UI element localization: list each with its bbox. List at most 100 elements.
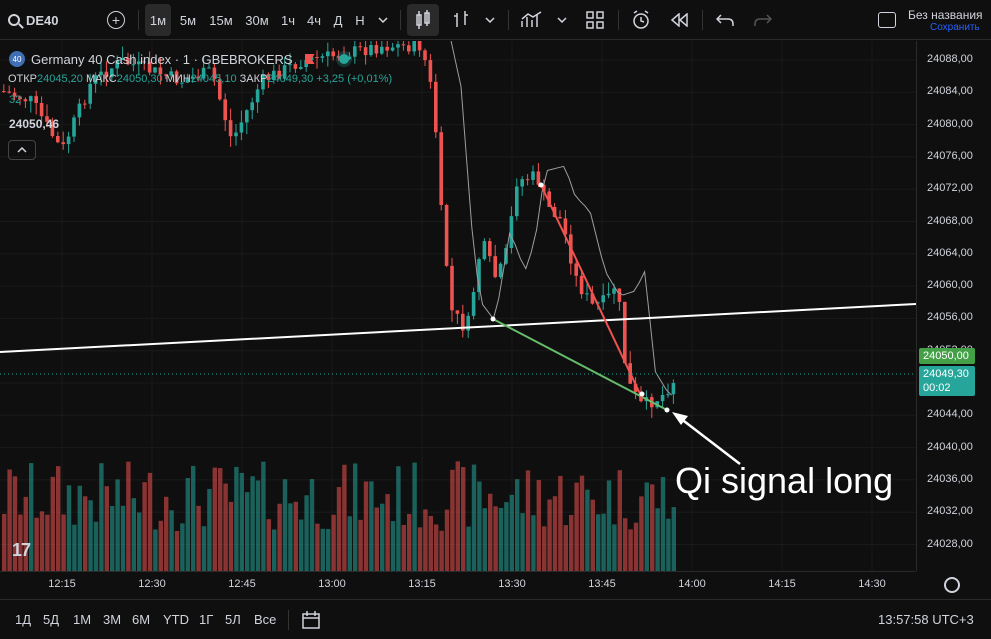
interval-dropdown[interactable] (373, 0, 393, 40)
price-tick-label: 24084,00 (927, 85, 973, 98)
trendline-red[interactable] (540, 184, 643, 399)
trendline-green[interactable] (492, 318, 668, 411)
candle-body (525, 179, 530, 181)
layout-select-icon[interactable] (878, 12, 896, 28)
trendline-handle[interactable] (639, 391, 645, 397)
candle-body (623, 301, 627, 364)
replay-button[interactable] (666, 0, 692, 40)
volume-bar (369, 481, 374, 571)
collapse-legend-button[interactable] (8, 140, 36, 160)
interval-1h[interactable]: 1ч (277, 0, 299, 40)
redo-icon (754, 14, 772, 26)
volume-bar (650, 484, 655, 571)
volume-bar (407, 513, 412, 571)
annotation-arrow-head (672, 412, 688, 425)
trendline-handle[interactable] (490, 316, 496, 322)
interval-1m[interactable]: 1м (145, 4, 171, 36)
candle-body (115, 60, 119, 69)
tradingview-logo[interactable]: 17 (12, 540, 31, 560)
price-axis[interactable]: 24088,00 24084,00 24080,00 24076,00 24072,00… (916, 41, 991, 571)
candle-body (563, 218, 568, 235)
candle-body (660, 395, 665, 402)
candle-body (450, 265, 454, 311)
time-tick-label: 12:30 (138, 578, 166, 590)
volume-bar (547, 499, 552, 571)
range-5d[interactable]: 5Д (43, 612, 60, 627)
templates-button[interactable] (582, 0, 608, 40)
candle-body (250, 102, 254, 111)
volume-bar (655, 508, 660, 571)
candle-body (326, 51, 330, 57)
timezone-clock[interactable]: 13:57:58 UTC+3 (878, 612, 974, 627)
volume-bar (29, 463, 34, 571)
legend-title-row[interactable]: 40 Germany 40 Cash index · 1 · GBEBROKER… (9, 51, 349, 67)
range-6m[interactable]: 6М (132, 612, 151, 627)
alert-button[interactable] (628, 0, 654, 40)
layout-name[interactable]: Без названия (908, 8, 983, 22)
symbol-search-button[interactable]: DE40 (4, 0, 90, 40)
range-1m[interactable]: 1М (73, 612, 92, 627)
volume-bar (585, 489, 590, 571)
close-value: 24049,30 (267, 73, 314, 85)
candle-body (385, 46, 389, 51)
candle-body (547, 191, 551, 207)
candle-body (88, 83, 92, 104)
volume-bar (315, 523, 320, 571)
interval-15m[interactable]: 15м (205, 0, 237, 40)
signal-annotation-text[interactable]: Qi signal long (675, 460, 894, 501)
interval-label: 1м (149, 12, 167, 28)
interval-week[interactable]: Н (351, 0, 369, 40)
trendline-handle[interactable] (538, 182, 544, 188)
volume-bar (358, 519, 363, 571)
volume-bar (180, 523, 185, 571)
range-1d[interactable]: 1Д (15, 612, 32, 627)
indicators-dropdown[interactable] (552, 0, 572, 40)
time-tick-label: 13:00 (318, 578, 346, 590)
trendline-handle[interactable] (664, 407, 670, 413)
candle-body (228, 120, 233, 137)
interval-4h[interactable]: 4ч (303, 0, 325, 40)
range-all[interactable]: Все (254, 612, 277, 627)
range-1y[interactable]: 1Г (199, 612, 214, 627)
volume-bar (277, 503, 282, 571)
indicators-button[interactable] (518, 0, 546, 40)
volume-bar (606, 480, 612, 571)
volume-bar (450, 469, 455, 571)
flag-icon[interactable] (304, 54, 315, 64)
interval-day[interactable]: Д (329, 0, 347, 40)
candle-body (601, 295, 605, 303)
time-axis[interactable]: 12:15 12:30 12:45 13:00 13:15 13:30 13:45 14:00… (0, 571, 916, 599)
volume-bar (164, 496, 169, 571)
undo-button[interactable] (712, 0, 738, 40)
redo-button[interactable] (750, 0, 776, 40)
range-3m[interactable]: 3М (103, 612, 122, 627)
volume-bar (536, 480, 541, 571)
volume-bar (520, 513, 525, 571)
range-ytd[interactable]: YTD (163, 612, 189, 627)
chart-type-dropdown[interactable] (480, 0, 500, 40)
save-layout-link[interactable]: Сохранить (930, 22, 980, 33)
gear-icon[interactable] (944, 577, 960, 593)
volume-bar (158, 520, 163, 571)
trendline-white[interactable] (0, 303, 916, 353)
range-5y[interactable]: 5Л (225, 612, 241, 627)
volume-bar (261, 461, 266, 571)
price-chart[interactable] (0, 41, 916, 571)
volume-bar (239, 472, 244, 571)
calendar-icon[interactable] (301, 610, 321, 630)
candle-body (439, 132, 443, 206)
close-label: ЗАКР (239, 73, 268, 85)
volume-bar (569, 514, 574, 571)
instrument-badge: 40 (9, 51, 25, 67)
candle-body (164, 74, 168, 76)
divider (702, 10, 703, 30)
volume-bar (320, 528, 325, 571)
interval-30m[interactable]: 30м (241, 0, 273, 40)
interval-5m[interactable]: 5м (175, 0, 201, 40)
chart-type-candles-button[interactable] (407, 4, 439, 36)
bar-type-button[interactable] (448, 0, 474, 40)
compare-symbol-button[interactable]: + (104, 0, 128, 40)
divider (288, 610, 289, 630)
candle-body (2, 91, 6, 92)
candle-body (396, 44, 400, 48)
